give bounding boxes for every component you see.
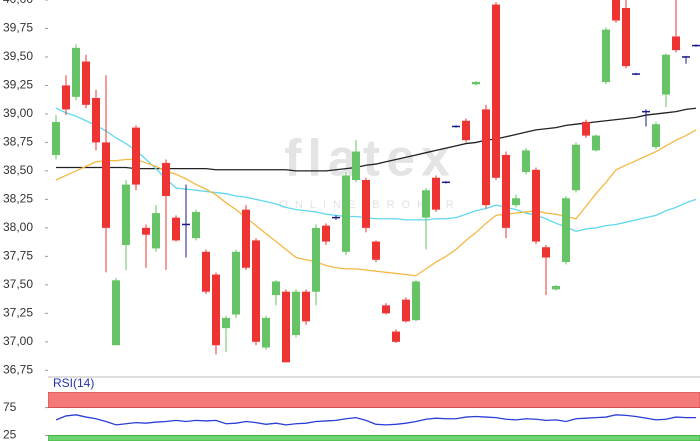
candle-body: [102, 142, 110, 228]
candle-body: [512, 198, 520, 206]
candle-body: [522, 150, 530, 173]
candle-body: [652, 124, 660, 147]
candle-body: [612, 0, 620, 21]
rsi-title: RSI(14): [53, 376, 94, 390]
candle-body: [542, 247, 550, 258]
candle-body: [472, 82, 480, 85]
y-tick-label: 39,75: [3, 21, 33, 35]
candle-body: [132, 127, 140, 185]
y-tick-label: 37,50: [3, 277, 33, 291]
candle-body: [552, 285, 560, 290]
candle-body: [212, 274, 220, 346]
candle-body: [172, 217, 180, 241]
candle-body: [372, 241, 380, 260]
candle-body: [62, 85, 70, 110]
candle-body: [412, 281, 420, 321]
candle-body: [532, 169, 540, 242]
y-tick-label: 38,25: [3, 192, 33, 206]
candle-body: [482, 109, 490, 206]
candle-body: [242, 209, 250, 268]
y-tick-label: 39,00: [3, 106, 33, 120]
candle-body: [152, 213, 160, 249]
candle-body: [572, 144, 580, 191]
candle-body: [492, 4, 500, 178]
candle-body: [582, 121, 590, 136]
line-series: [55, 414, 696, 426]
candle-body: [432, 177, 440, 210]
candle-body: [622, 7, 630, 67]
candle-body: [222, 317, 230, 329]
candle-body: [192, 211, 200, 239]
candle-body: [362, 180, 370, 228]
candle-body: [202, 251, 210, 292]
candle-body: [232, 251, 240, 315]
candle-body: [92, 97, 100, 143]
candle-body: [162, 162, 170, 196]
candle-body: [312, 227, 320, 292]
oversold-band: [48, 435, 700, 441]
y-tick-label: 39,25: [3, 78, 33, 92]
candle-body: [392, 331, 400, 342]
candle-body: [272, 281, 280, 296]
y-tick-label: 75: [3, 400, 17, 414]
candle-body: [602, 29, 610, 83]
y-tick-label: 39,50: [3, 49, 33, 63]
candle-body: [672, 36, 680, 51]
y-tick-label: 38,00: [3, 220, 33, 234]
y-tick-label: 37,25: [3, 306, 33, 320]
candle-body: [382, 305, 390, 314]
candle-body: [262, 317, 270, 348]
y-tick-label: 25: [3, 428, 17, 441]
candle-body: [322, 225, 330, 242]
candle-body: [352, 151, 360, 181]
price-panel: [52, 0, 700, 363]
candle-body: [662, 54, 670, 95]
watermark-brand: flatex: [284, 130, 456, 188]
y-tick-label: 40,00: [3, 0, 33, 6]
y-tick-label: 36,75: [3, 362, 33, 376]
candle-body: [252, 240, 260, 342]
axes: 36,75 37,00 37,25 37,50 37,75 38,00 38,25 38,50…: [3, 0, 48, 441]
candle-body: [52, 121, 60, 155]
candle-body: [562, 198, 570, 263]
candle-body: [82, 61, 90, 105]
candle-body: [592, 135, 600, 151]
candle-body: [282, 291, 290, 363]
candle-body: [462, 120, 470, 141]
candle-body: [342, 175, 350, 252]
candle-body: [142, 227, 150, 235]
candle-body: [302, 291, 310, 322]
candle-body: [292, 291, 300, 335]
candle-body: [502, 154, 510, 228]
y-tick-label: 37,00: [3, 334, 33, 348]
candle-body: [402, 299, 410, 322]
candle-body: [122, 184, 130, 245]
y-tick-label: 38,75: [3, 135, 33, 149]
candle-body: [112, 280, 120, 346]
y-tick-label: 37,75: [3, 249, 33, 263]
overbought-band: [48, 392, 700, 408]
candle-body: [422, 190, 430, 218]
rsi-panel: [48, 392, 700, 441]
candle-body: [72, 47, 80, 97]
y-tick-label: 38,50: [3, 163, 33, 177]
